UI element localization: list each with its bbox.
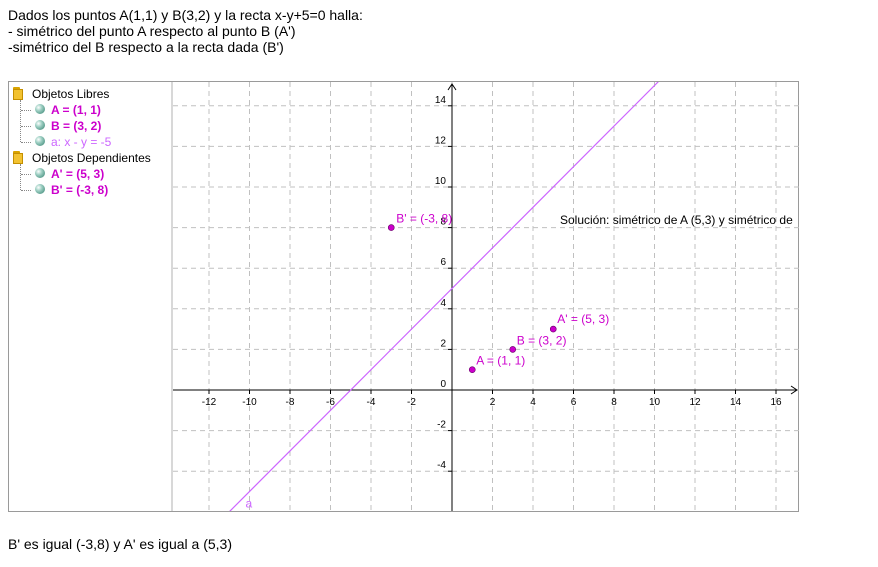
tree-connector bbox=[20, 100, 21, 142]
x-tick-label: 16 bbox=[770, 397, 782, 408]
point-a-item[interactable]: A = (1, 1) bbox=[51, 103, 101, 117]
point-b-item[interactable]: B = (3, 2) bbox=[51, 119, 102, 133]
y-tick-label: 2 bbox=[440, 338, 446, 349]
grid bbox=[173, 82, 799, 511]
x-tick-label: -2 bbox=[407, 397, 416, 408]
x-tick-label: -4 bbox=[367, 397, 376, 408]
problem-line-3: -simétrico del B respecto a la recta dad… bbox=[8, 39, 284, 55]
x-tick-label: 14 bbox=[730, 397, 742, 408]
point-a-prime-visibility-icon[interactable] bbox=[35, 168, 45, 178]
x-tick-label: 4 bbox=[530, 397, 536, 408]
tree-branch bbox=[21, 126, 31, 127]
y-tick-label: 0 bbox=[440, 379, 446, 390]
point-a-prime-item[interactable]: A' = (5, 3) bbox=[51, 167, 105, 181]
x-tick-label: -8 bbox=[286, 397, 295, 408]
tree-branch bbox=[21, 190, 31, 191]
problem-line-2: - simétrico del punto A respecto al punt… bbox=[8, 23, 296, 39]
point-b-prime-label: B' = (-3, 8) bbox=[396, 212, 452, 226]
line-a-item[interactable]: a: x - y = -5 bbox=[51, 135, 112, 149]
y-tick-label: 6 bbox=[440, 257, 446, 268]
tree-branch bbox=[21, 174, 31, 175]
y-tick-label: -2 bbox=[437, 420, 446, 431]
dependent-objects-folder[interactable]: Objetos Dependientes bbox=[32, 151, 151, 165]
y-tick-label: 14 bbox=[435, 95, 447, 106]
x-tick-label: 2 bbox=[490, 397, 496, 408]
graphics-view[interactable]: -12 -10 -8 -6 -4 -2 2 4 6 8 10 12 14 16 14 12 10 8 6 4 2 0 -2 -… bbox=[173, 82, 799, 511]
line-a[interactable] bbox=[219, 82, 675, 511]
y-tick-label: 10 bbox=[435, 176, 447, 187]
tree-branch bbox=[21, 110, 31, 111]
point-b-prime-visibility-icon[interactable] bbox=[35, 184, 45, 194]
tick-labels: -12 -10 -8 -6 -4 -2 2 4 6 8 10 12 14 16 14 12 10 8 6 4 2 0 -2 -… bbox=[202, 95, 782, 472]
x-tick-label: 6 bbox=[571, 397, 577, 408]
x-tick-label: -10 bbox=[242, 397, 257, 408]
point-b[interactable] bbox=[509, 346, 517, 353]
point-b-prime-item[interactable]: B' = (-3, 8) bbox=[51, 183, 109, 197]
point-b-prime[interactable] bbox=[387, 224, 395, 231]
line-a-visibility-icon[interactable] bbox=[35, 136, 45, 146]
x-axis-arrow bbox=[790, 385, 798, 395]
point-a-label: A = (1, 1) bbox=[476, 354, 525, 368]
folder-icon[interactable] bbox=[13, 87, 29, 101]
axes bbox=[173, 83, 798, 511]
line-a-label: a bbox=[245, 497, 252, 511]
problem-line-1: Dados los puntos A(1,1) y B(3,2) y la re… bbox=[8, 7, 363, 23]
free-objects-folder[interactable]: Objetos Libres bbox=[32, 87, 110, 101]
x-tick-label: 8 bbox=[611, 397, 617, 408]
graphics-canvas[interactable]: -12 -10 -8 -6 -4 -2 2 4 6 8 10 12 14 16 14 12 10 8 6 4 2 0 -2 -… bbox=[173, 82, 799, 511]
y-tick-label: 8 bbox=[440, 217, 446, 228]
point-a[interactable] bbox=[468, 366, 476, 374]
y-tick-label: -4 bbox=[437, 460, 446, 471]
conclusion-text: B' es igual (-3,8) y A' es igual a (5,3) bbox=[8, 536, 233, 552]
x-tick-label: -12 bbox=[202, 397, 217, 408]
y-tick-label: 4 bbox=[440, 298, 446, 309]
point-a-prime-label: A' = (5, 3) bbox=[557, 312, 609, 326]
point-b-label: B = (3, 2) bbox=[517, 333, 567, 347]
y-tick-label: 12 bbox=[435, 135, 447, 146]
y-axis-arrow bbox=[447, 83, 457, 91]
tree-connector bbox=[20, 164, 21, 190]
solution-text: Solución: simétrico de A (5,3) y simétri… bbox=[560, 213, 793, 227]
x-tick-label: 10 bbox=[649, 397, 661, 408]
point-b-visibility-icon[interactable] bbox=[35, 120, 45, 130]
point-a-visibility-icon[interactable] bbox=[35, 104, 45, 114]
folder-icon[interactable] bbox=[13, 151, 29, 165]
view-splitter[interactable] bbox=[171, 82, 173, 511]
geogebra-applet[interactable]: Objetos Libres A = (1, 1) B = (3, 2) a: … bbox=[8, 81, 799, 512]
problem-statement: Dados los puntos A(1,1) y B(3,2) y la re… bbox=[8, 7, 363, 55]
x-tick-label: -6 bbox=[326, 397, 335, 408]
point-a-prime[interactable] bbox=[549, 325, 557, 333]
tree-branch bbox=[21, 142, 31, 143]
algebra-view[interactable]: Objetos Libres A = (1, 1) B = (3, 2) a: … bbox=[9, 82, 172, 511]
x-tick-label: 12 bbox=[689, 397, 701, 408]
